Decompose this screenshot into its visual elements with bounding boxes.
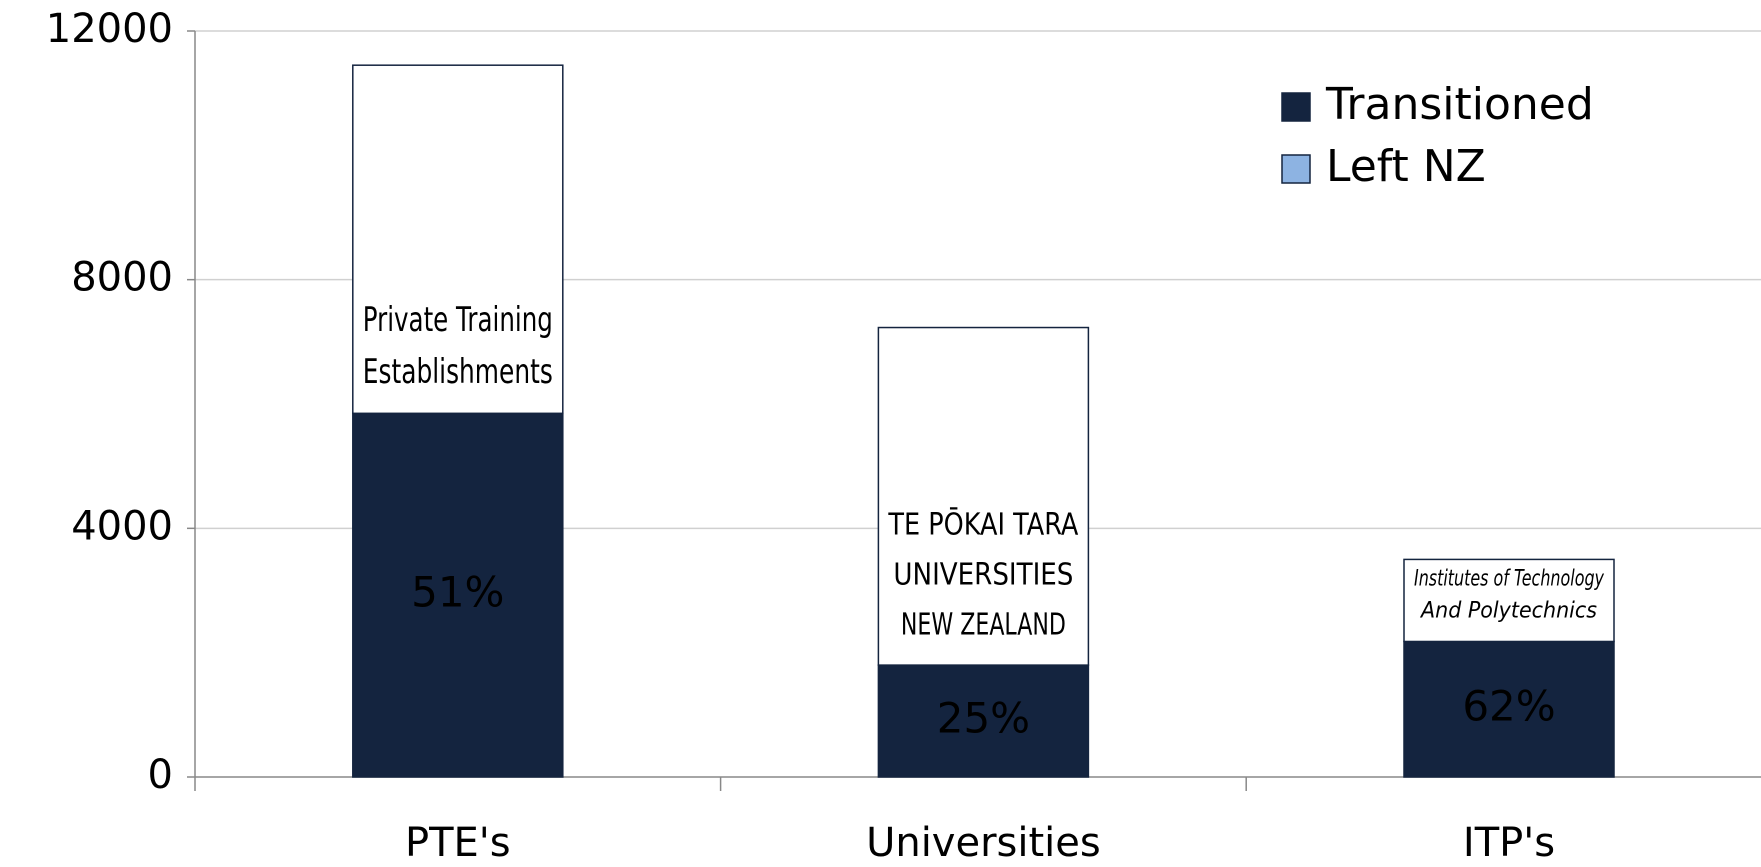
bar-segment xyxy=(352,412,564,778)
segment-image-text: And Polytechnics xyxy=(1419,598,1597,623)
bar-segment-image xyxy=(877,326,1090,666)
y-tick-label: 8000 xyxy=(71,255,173,301)
x-tick-label: PTE's xyxy=(405,820,511,866)
segment-image-text: UNIVERSITIES xyxy=(893,558,1073,593)
x-tick-label: ITP's xyxy=(1463,820,1555,866)
legend-label: Left NZ xyxy=(1326,141,1486,192)
legend-swatch xyxy=(1281,92,1311,122)
y-tick-label: 4000 xyxy=(71,503,173,549)
x-tick-label: Universities xyxy=(866,820,1101,866)
y-tick-label: 12000 xyxy=(46,6,173,52)
bar-segment-image xyxy=(1403,558,1615,643)
segment-image-text: Establishments xyxy=(363,352,553,392)
legend-swatch xyxy=(1281,154,1311,184)
percent-label: 51% xyxy=(411,568,504,617)
bar-segment-image xyxy=(352,64,564,415)
segment-image-text: NEW ZEALAND xyxy=(901,608,1066,643)
percent-label: 62% xyxy=(1462,682,1555,731)
percent-label: 25% xyxy=(937,694,1030,743)
legend-label: Transitioned xyxy=(1325,79,1594,130)
y-tick-label: 0 xyxy=(148,752,173,798)
segment-image-text: TE PŌKAI TARA xyxy=(888,507,1079,543)
segment-image-text: Institutes of Technology xyxy=(1414,566,1605,591)
segment-image-text: Private Training xyxy=(363,300,553,340)
bar-segment xyxy=(1403,640,1615,778)
